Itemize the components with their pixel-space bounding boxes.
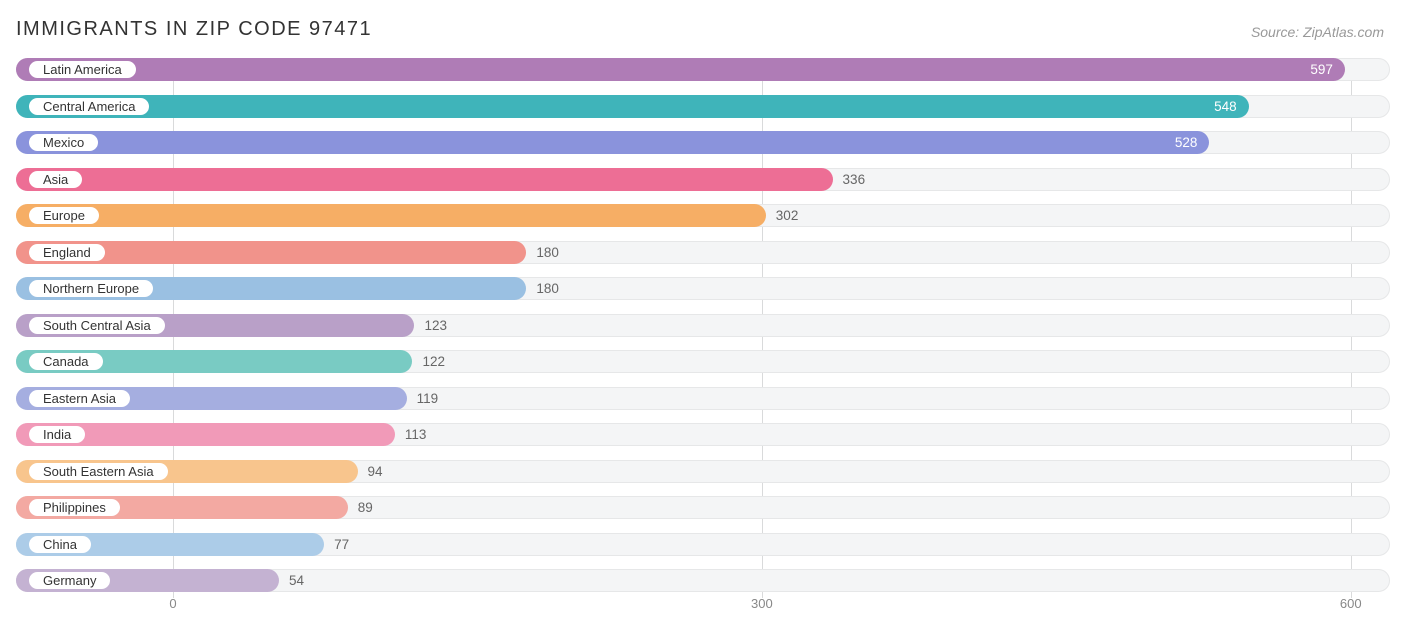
bar-row: South Central Asia 123 bbox=[16, 314, 1390, 337]
bar-value: 119 bbox=[417, 387, 439, 410]
axis-tick: 0 bbox=[169, 596, 176, 611]
bar-row: Asia 336 bbox=[16, 168, 1390, 191]
bar-label-pill: Northern Europe bbox=[28, 279, 154, 298]
bar-row: 597 Latin America bbox=[16, 58, 1390, 81]
bar-row: China 77 bbox=[16, 533, 1390, 556]
bar-row: Philippines 89 bbox=[16, 496, 1390, 519]
bar-row: 528 Mexico bbox=[16, 131, 1390, 154]
bar-value: 528 bbox=[1175, 131, 1198, 154]
bar-value: 77 bbox=[334, 533, 349, 556]
bar-label-pill: Germany bbox=[28, 571, 111, 590]
bar-row: Northern Europe 180 bbox=[16, 277, 1390, 300]
chart-container: IMMIGRANTS IN ZIP CODE 97471 Source: Zip… bbox=[0, 0, 1406, 643]
bar-fill bbox=[16, 168, 833, 191]
bar-label-pill: China bbox=[28, 535, 92, 554]
bar-fill: 528 bbox=[16, 131, 1209, 154]
bar-value: 597 bbox=[1310, 58, 1333, 81]
chart-plot: 597 Latin America 548 Central America 528 Mex… bbox=[16, 58, 1390, 629]
bar-value: 548 bbox=[1214, 95, 1237, 118]
chart-source: Source: ZipAtlas.com bbox=[1251, 24, 1384, 40]
bar-value: 54 bbox=[289, 569, 304, 592]
bar-label-pill: Latin America bbox=[28, 60, 137, 79]
bar-label-pill: South Eastern Asia bbox=[28, 462, 169, 481]
bar-row: 548 Central America bbox=[16, 95, 1390, 118]
bar-row: South Eastern Asia 94 bbox=[16, 460, 1390, 483]
bar-row: Eastern Asia 119 bbox=[16, 387, 1390, 410]
bar-value: 94 bbox=[368, 460, 383, 483]
bar-row: Canada 122 bbox=[16, 350, 1390, 373]
bar-label-pill: Eastern Asia bbox=[28, 389, 131, 408]
bar-row: England 180 bbox=[16, 241, 1390, 264]
bar-value: 336 bbox=[843, 168, 866, 191]
bar-row: India 113 bbox=[16, 423, 1390, 446]
chart-x-axis: 0 300 600 bbox=[16, 592, 1390, 614]
bar-label-pill: Asia bbox=[28, 170, 83, 189]
axis-tick: 600 bbox=[1340, 596, 1362, 611]
bar-label-pill: England bbox=[28, 243, 106, 262]
bar-value: 302 bbox=[776, 204, 799, 227]
bar-fill: 548 bbox=[16, 95, 1249, 118]
bar-value: 180 bbox=[536, 241, 559, 264]
bar-label-pill: Philippines bbox=[28, 498, 121, 517]
bar-label-pill: Mexico bbox=[28, 133, 99, 152]
bar-value: 113 bbox=[405, 423, 427, 446]
axis-tick: 300 bbox=[751, 596, 773, 611]
bar-label-pill: India bbox=[28, 425, 86, 444]
bar-value: 89 bbox=[358, 496, 373, 519]
bar-value: 180 bbox=[536, 277, 559, 300]
bar-label-pill: Canada bbox=[28, 352, 104, 371]
chart-title: IMMIGRANTS IN ZIP CODE 97471 bbox=[16, 18, 372, 41]
bar-fill bbox=[16, 204, 766, 227]
bar-value: 123 bbox=[424, 314, 447, 337]
bar-row: Europe 302 bbox=[16, 204, 1390, 227]
bar-row: Germany 54 bbox=[16, 569, 1390, 592]
bar-label-pill: South Central Asia bbox=[28, 316, 166, 335]
bar-label-pill: Central America bbox=[28, 97, 150, 116]
bar-fill: 597 bbox=[16, 58, 1345, 81]
bar-label-pill: Europe bbox=[28, 206, 100, 225]
chart-bars: 597 Latin America 548 Central America 528 Mex… bbox=[16, 58, 1390, 592]
bar-value: 122 bbox=[422, 350, 445, 373]
